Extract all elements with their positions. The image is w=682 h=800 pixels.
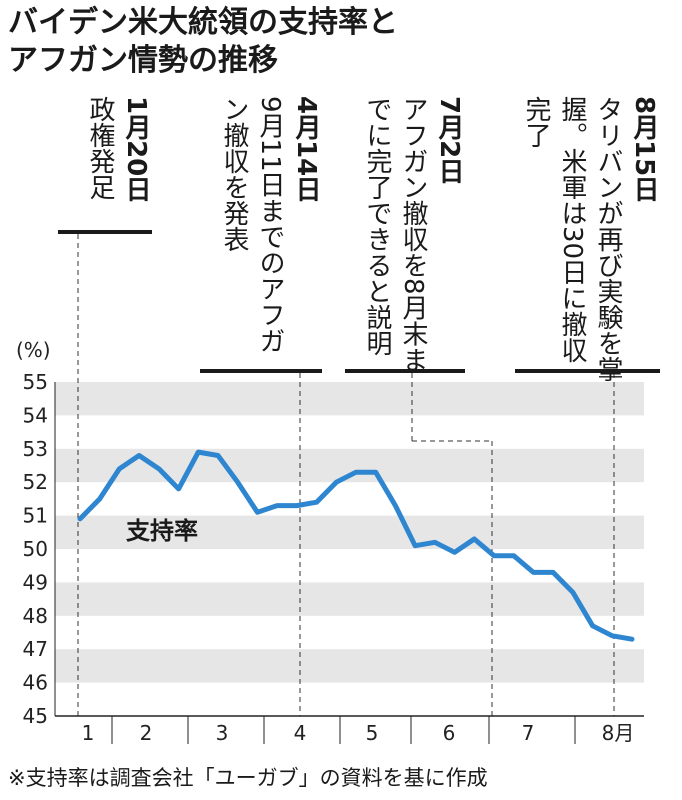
series-approval-line (77, 449, 635, 642)
event-date-label: 4月14日 (291, 96, 322, 202)
x-tick-label: 1 (82, 721, 95, 745)
title-line-2: アフガン情勢の推移 (8, 43, 278, 78)
x-tick-label: 8月 (602, 721, 635, 745)
event-description-text: アフガン撤収を8月末ま (398, 96, 428, 373)
x-tick-label: 5 (366, 721, 379, 745)
grid-band (55, 649, 644, 683)
y-tick-label: 50 (23, 537, 48, 561)
series-line (77, 449, 635, 642)
y-tick-label: 47 (23, 637, 48, 661)
x-tick-label: 2 (140, 721, 153, 745)
y-unit-label: (%) (16, 338, 51, 362)
event-description-text: 握。米軍は30日に撤収 (557, 96, 587, 363)
y-tick-label: 46 (23, 671, 48, 695)
event-date-label: 8月15日 (629, 96, 660, 202)
chart-title: バイデン米大統領の支持率と アフガン情勢の推移 (8, 4, 678, 80)
event-description-text: 完了 (521, 96, 551, 148)
event-description-text: タリバンが再び実験を掌 (593, 96, 623, 382)
event-dashed-lines (77, 234, 615, 716)
y-tick-label: 48 (23, 604, 48, 628)
event-description-text: 9月11日までのアフガ (255, 96, 285, 354)
event-description-text: 政権発足 (85, 96, 115, 200)
y-tick-label: 55 (23, 370, 48, 394)
y-tick-label: 53 (23, 437, 48, 461)
event-description-text: でに完了できると説明 (362, 96, 392, 356)
event-date-label: 1月20日 (121, 96, 152, 202)
event-date-label: 7月2日 (434, 96, 465, 184)
series-label: 支持率 (126, 517, 198, 545)
grid-band (55, 382, 644, 416)
event-description-text: ン撤収を発表 (219, 96, 249, 252)
axes (54, 382, 644, 744)
y-tick-label: 49 (23, 570, 48, 594)
grid-band (55, 515, 644, 549)
x-tick-label: 3 (216, 721, 229, 745)
title-line-1: バイデン米大統領の支持率と (8, 5, 398, 40)
x-tick-label: 6 (443, 721, 456, 745)
x-tick-label: 4 (294, 721, 307, 745)
source-note: ※支持率は調査会社「ユーガブ」の資料を基に作成 (8, 766, 488, 790)
y-tick-label: 45 (23, 704, 48, 728)
y-tick-label: 52 (23, 470, 48, 494)
y-tick-label: 54 (23, 403, 48, 427)
grid-band (55, 582, 644, 616)
grid-bands (55, 382, 644, 683)
x-tick-label: 7 (522, 721, 535, 745)
y-tick-label: 51 (23, 504, 48, 528)
